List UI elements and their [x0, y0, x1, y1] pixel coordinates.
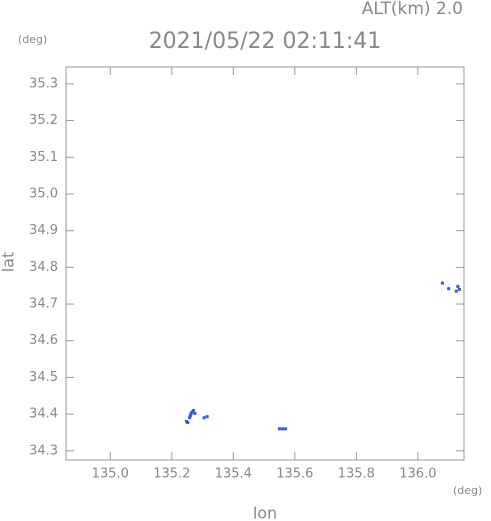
point	[447, 287, 451, 291]
y-tick-label: 34.7	[29, 297, 58, 312]
x-axis-label: lon	[253, 504, 277, 521]
y-tick-label: 34.5	[29, 370, 58, 385]
x-tick-label: 135.8	[338, 467, 375, 482]
x-tick-label: 136.0	[399, 467, 436, 482]
point	[281, 427, 285, 431]
point	[456, 284, 460, 288]
y-tick-label: 34.9	[29, 223, 58, 238]
y-tick-label: 35.2	[29, 113, 58, 128]
y-axis-label: lat	[0, 252, 18, 273]
point	[277, 427, 281, 431]
plot-frame	[65, 66, 465, 461]
annotation: ALT(km) 2.0	[362, 0, 463, 19]
y-tick-label: 34.8	[29, 260, 58, 275]
y-tick-label: 35.1	[29, 150, 58, 165]
point	[188, 416, 192, 420]
y-tick-label: 34.3	[29, 443, 58, 458]
x-tick-label: 135.0	[92, 467, 129, 482]
point	[191, 408, 195, 412]
point	[189, 412, 193, 416]
point	[190, 410, 194, 414]
point	[205, 415, 209, 419]
chart-title: 2021/05/22 02:11:41	[149, 29, 382, 54]
point	[202, 416, 206, 420]
y-tick-label: 35.0	[29, 186, 58, 201]
y-tick-label: 34.4	[29, 407, 58, 422]
point	[454, 289, 458, 293]
y-unit: (deg)	[18, 33, 47, 46]
x-unit: (deg)	[453, 484, 482, 497]
x-tick-label: 135.2	[153, 467, 190, 482]
point	[193, 411, 197, 415]
x-tick-label: 135.4	[215, 467, 252, 482]
point	[440, 281, 444, 285]
y-tick-label: 34.6	[29, 333, 58, 348]
point	[186, 421, 190, 425]
point	[284, 427, 288, 431]
x-tick-label: 135.6	[276, 467, 313, 482]
point	[188, 414, 192, 418]
y-tick-label: 35.3	[29, 76, 58, 91]
point	[457, 287, 461, 291]
